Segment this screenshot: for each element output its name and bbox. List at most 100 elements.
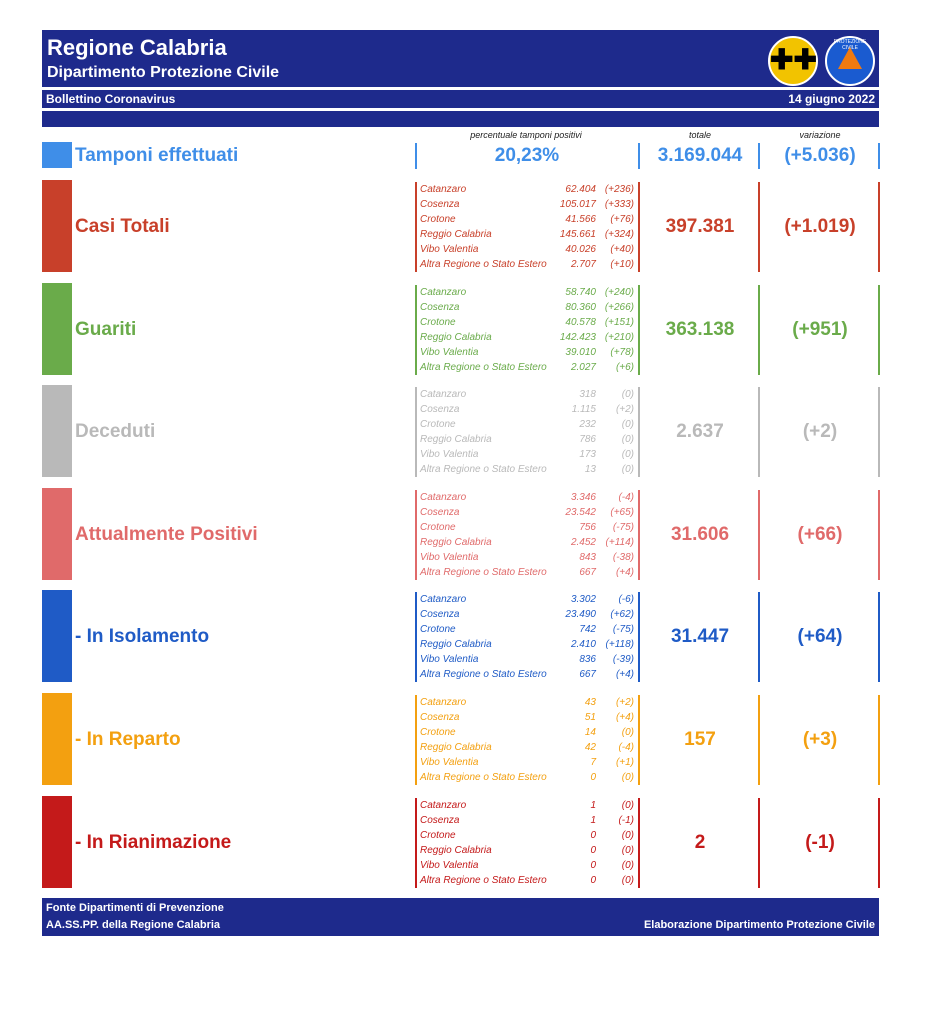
column-divider <box>638 798 640 888</box>
bulletin-date: 14 giugno 2022 <box>788 92 875 106</box>
province-delta: (+240) <box>604 287 634 298</box>
province-name: Vibo Valentia <box>420 347 479 358</box>
province-name: Vibo Valentia <box>420 860 479 871</box>
category-color-block <box>42 488 72 580</box>
category-total: 31.447 <box>670 626 730 647</box>
province-value: 1.115 <box>571 404 596 415</box>
tamponi-color-block <box>42 142 72 168</box>
province-value: 62.404 <box>565 184 596 195</box>
province-value: 142.423 <box>559 332 596 343</box>
province-delta: (+2) <box>615 404 634 415</box>
province-delta: (0) <box>621 464 634 475</box>
province-name: Crotone <box>420 830 456 841</box>
province-delta: (+76) <box>610 214 634 225</box>
category-label: Guariti <box>75 319 137 340</box>
province-delta: (+324) <box>604 229 634 240</box>
column-divider <box>758 490 760 580</box>
footer-bar: Fonte Dipartimenti di Prevenzione AA.SS.… <box>42 898 879 936</box>
province-delta: (+210) <box>604 332 634 343</box>
column-divider <box>758 285 760 375</box>
column-divider <box>758 798 760 888</box>
province-value: 14 <box>584 727 596 738</box>
province-delta: (+65) <box>610 507 634 518</box>
province-name: Catanzaro <box>420 594 467 605</box>
province-value: 40.026 <box>565 244 596 255</box>
province-name: Catanzaro <box>420 287 467 298</box>
province-delta: (0) <box>621 772 634 783</box>
province-name: Catanzaro <box>420 697 467 708</box>
province-value: 786 <box>579 434 596 445</box>
calabria-crest-icon: ✚✚ <box>768 36 818 86</box>
province-value: 23.542 <box>565 507 596 518</box>
province-value: 39.010 <box>565 347 596 358</box>
province-name: Cosenza <box>420 302 460 313</box>
province-name: Reggio Calabria <box>420 639 492 650</box>
page-title: Regione Calabria <box>47 35 227 60</box>
province-value: 742 <box>579 624 596 635</box>
province-value: 0 <box>590 772 596 783</box>
tamponi-divider <box>638 143 640 169</box>
category-label: - In Rianimazione <box>75 832 232 853</box>
province-name: Catanzaro <box>420 389 467 400</box>
province-value: 667 <box>579 567 596 578</box>
province-delta: (+114) <box>605 537 634 548</box>
province-delta: (+118) <box>605 639 634 650</box>
column-divider <box>638 182 640 272</box>
province-value: 3.346 <box>570 492 596 503</box>
category-total: 2.637 <box>676 421 724 442</box>
province-value: 843 <box>579 552 596 563</box>
province-value: 173 <box>579 449 596 460</box>
province-delta: (-4) <box>618 492 634 503</box>
bulletin-bar: Bollettino Coronavirus 14 giugno 2022 <box>42 90 879 108</box>
province-delta: (-4) <box>618 742 634 753</box>
column-divider <box>878 798 880 888</box>
province-delta: (-38) <box>612 552 634 563</box>
column-divider <box>638 387 640 477</box>
province-delta: (+62) <box>610 609 634 620</box>
category-total: 363.138 <box>665 319 735 340</box>
province-value: 1 <box>590 800 596 811</box>
column-divider <box>878 285 880 375</box>
province-value: 41.566 <box>565 214 596 225</box>
province-delta: (0) <box>621 845 634 856</box>
province-name: Catanzaro <box>420 800 467 811</box>
province-name: Reggio Calabria <box>420 434 492 445</box>
province-name: Cosenza <box>420 404 460 415</box>
province-name: Altra Regione o Stato Estero <box>420 362 547 373</box>
province-value: 232 <box>579 419 596 430</box>
source-line-1: Fonte Dipartimenti di Prevenzione <box>46 902 224 914</box>
column-divider <box>415 695 417 785</box>
category-total: 2 <box>694 832 706 853</box>
province-name: Crotone <box>420 419 456 430</box>
province-delta: (+4) <box>615 669 634 680</box>
province-delta: (+151) <box>604 317 634 328</box>
tamponi-variation: (+5.036) <box>784 145 856 166</box>
province-delta: (0) <box>621 434 634 445</box>
province-name: Catanzaro <box>420 184 467 195</box>
page-subtitle: Dipartimento Protezione Civile <box>47 64 280 81</box>
province-delta: (0) <box>621 449 634 460</box>
province-delta: (+333) <box>604 199 634 210</box>
province-delta: (+4) <box>615 712 634 723</box>
province-value: 2.027 <box>570 362 596 373</box>
category-label: Deceduti <box>75 421 156 442</box>
category-variation: (+2) <box>802 421 838 442</box>
province-value: 42 <box>584 742 596 753</box>
column-divider <box>878 695 880 785</box>
column-divider <box>415 490 417 580</box>
province-delta: (+4) <box>615 567 634 578</box>
column-divider <box>758 695 760 785</box>
tamponi-total: 3.169.044 <box>657 145 743 166</box>
total-column-label: totale <box>688 130 712 140</box>
province-name: Cosenza <box>420 712 460 723</box>
category-color-block <box>42 180 72 272</box>
province-value: 1 <box>590 815 596 826</box>
category-total: 31.606 <box>670 524 730 545</box>
column-divider <box>415 182 417 272</box>
province-value: 0 <box>590 860 596 871</box>
column-divider <box>758 182 760 272</box>
province-name: Vibo Valentia <box>420 244 479 255</box>
category-label: Casi Totali <box>75 216 170 237</box>
column-divider <box>638 285 640 375</box>
column-divider <box>638 592 640 682</box>
